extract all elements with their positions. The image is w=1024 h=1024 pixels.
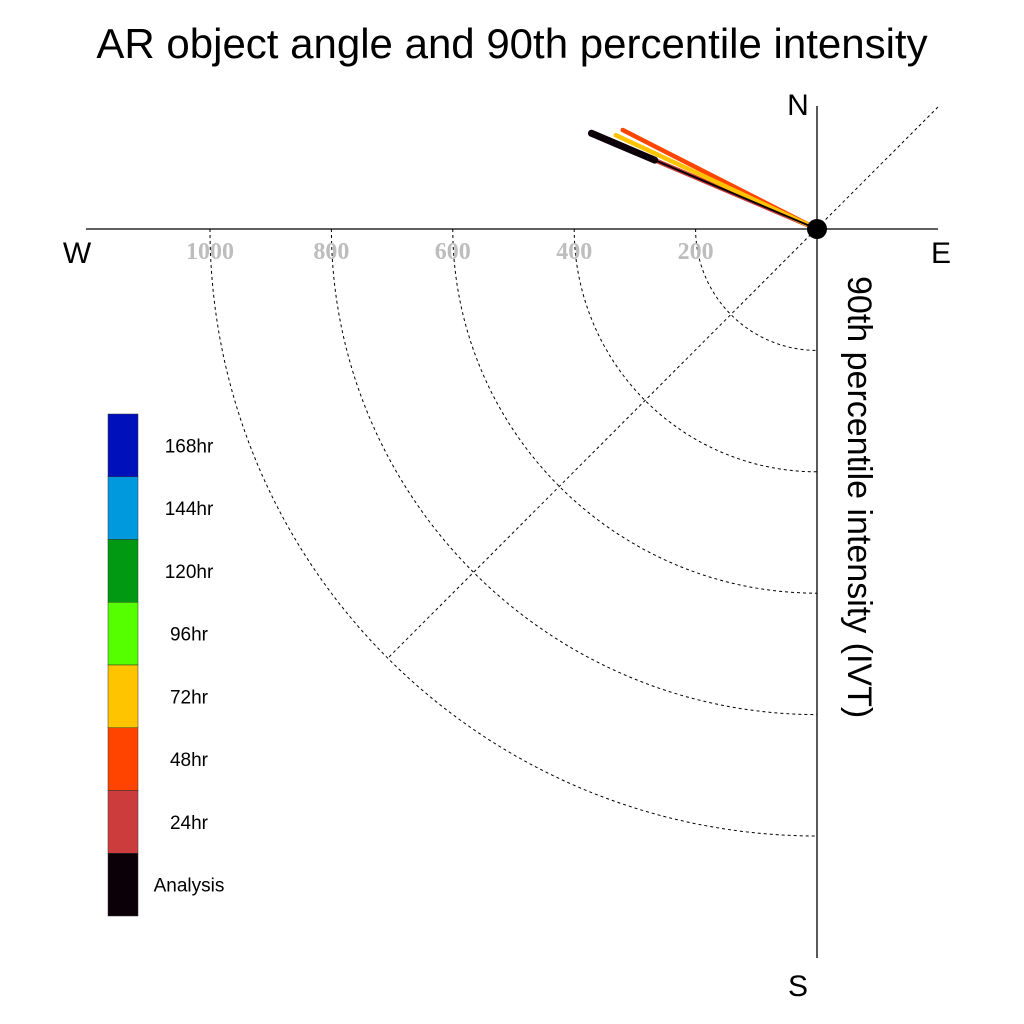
legend-label: 120hr — [165, 562, 214, 583]
legend-label: 24hr — [170, 813, 209, 834]
legend-label: 96hr — [170, 625, 209, 646]
legend-label: 168hr — [165, 436, 214, 457]
legend: 168hr 144hr 120hr 96hr 72hr 48hr 24hr Analysis — [107, 413, 225, 917]
legend-label: 144hr — [165, 499, 214, 520]
compass-south: S — [788, 970, 808, 1003]
legend-label: 48hr — [170, 750, 209, 771]
radial-tick-label: 600 — [435, 239, 471, 265]
radial-tick-label: 800 — [313, 239, 349, 265]
radial-tick-labels: 200 400 600 800 1000 — [186, 239, 714, 265]
grid-arc — [695, 228, 818, 351]
legend-swatch — [107, 413, 139, 477]
origin-marker — [807, 219, 827, 239]
legend-swatch — [107, 853, 139, 917]
series-line-72hr — [613, 132, 820, 232]
radial-tick-label: 1000 — [186, 239, 234, 265]
diagonal-guide — [387, 106, 939, 659]
y-axis-label: 90th percentile intensity (IVT) — [840, 276, 878, 718]
series-line-analysis-shaft — [654, 159, 818, 230]
radial-tick-label: 400 — [556, 239, 592, 265]
legend-swatch — [107, 602, 139, 666]
legend-swatch — [107, 476, 139, 540]
series-group — [587, 127, 820, 232]
radial-tick-label: 200 — [678, 239, 714, 265]
grid-arc — [330, 228, 818, 716]
legend-swatch — [107, 664, 139, 728]
compass-north: N — [787, 89, 809, 122]
polar-grid — [209, 228, 818, 837]
legend-swatch — [107, 790, 139, 854]
legend-swatch — [107, 539, 139, 603]
series-line-analysis — [587, 129, 659, 164]
legend-label: Analysis — [154, 876, 225, 897]
compass-east: E — [931, 237, 951, 270]
compass-west: W — [63, 237, 92, 270]
legend-label: 72hr — [170, 687, 209, 708]
chart-title: AR object angle and 90th percentile inte… — [96, 20, 927, 67]
grid-arc — [209, 228, 818, 837]
grid-arc — [452, 228, 818, 594]
legend-swatch — [107, 727, 139, 791]
grid-arc — [573, 228, 818, 473]
